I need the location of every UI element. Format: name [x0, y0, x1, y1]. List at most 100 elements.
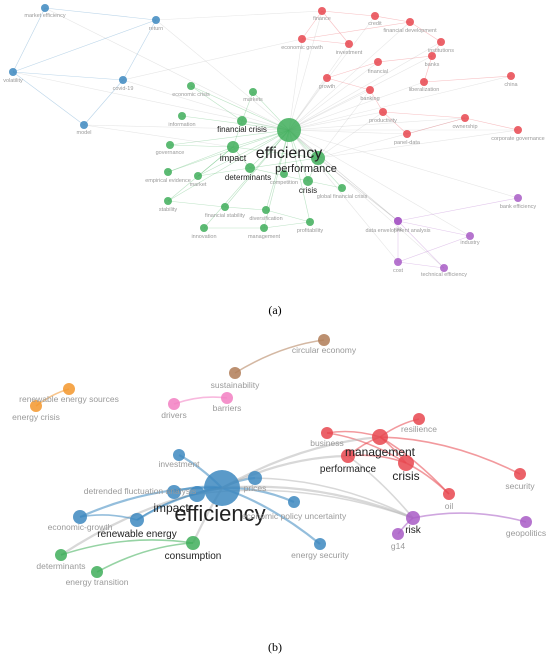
edge-determinants-crisis: [249, 167, 309, 182]
label-global-financial-crisis: global financial crisis: [317, 194, 368, 200]
edge-industry-cost: [397, 235, 471, 263]
edge-efficiency-data_envelopment_analysis: [288, 129, 399, 222]
edge-efficiency-innovation: [203, 129, 290, 229]
label-market: market: [190, 182, 207, 188]
node-corporate-governance: [514, 126, 522, 134]
node-data-envelopment-analysis: [394, 217, 402, 225]
label-prices: prices: [244, 483, 267, 493]
edge-cost-technical_efficiency: [397, 261, 445, 269]
label-business: business: [310, 438, 344, 448]
edge-ownership-corporate_governance: [464, 117, 519, 131]
label-stability: stability: [159, 207, 178, 213]
node-performance: [341, 449, 355, 463]
node-ownership: [461, 114, 469, 122]
label-efficiency: efficiency: [174, 501, 265, 526]
node-economic-growth: [298, 35, 306, 43]
edge-efficiency-institutions: [288, 41, 442, 131]
label-bank-efficiency: bank efficiency: [500, 204, 537, 210]
edge-efficiency-bank_efficiency: [288, 129, 519, 199]
node-market: [194, 172, 202, 180]
label-governance: governance: [156, 150, 185, 156]
edge-performance-risk: [317, 157, 399, 222]
label-panel-data: panel-data: [394, 140, 421, 146]
node-detrended: [167, 485, 181, 499]
node-covid19: [119, 76, 127, 84]
node-renewable-energy-sources: [63, 383, 75, 395]
node-investment: [345, 40, 353, 48]
node-drivers: [168, 398, 180, 410]
edge-financial-banks: [377, 55, 433, 63]
label-impact: impact: [220, 153, 247, 163]
label-profitability: profitability: [297, 228, 324, 234]
edge-market_efficiency-volatility: [12, 7, 46, 73]
edge-crisis-global_financial_crisis: [307, 180, 343, 189]
edge-model-impact: [83, 124, 234, 148]
node-epu: [288, 496, 300, 508]
edge-performance-impact: [232, 146, 319, 159]
node-efficiency: [277, 118, 301, 142]
caption-b: (b): [268, 640, 282, 654]
label-geopolitics: geopolitics: [506, 528, 546, 538]
node-empirical-evidence: [164, 168, 172, 176]
edge-efficiency-financial_stability: [224, 129, 290, 208]
node-determinants: [55, 549, 67, 561]
edge-efficiency-industry: [288, 129, 471, 237]
node-institutions: [437, 38, 445, 46]
node-innovation: [200, 224, 208, 232]
edge-management-profitability: [263, 221, 311, 229]
label-industry: industry: [460, 240, 480, 246]
label-renewable-energy-sources: renewable energy sources: [19, 394, 119, 404]
node-consumption: [186, 536, 200, 550]
edge-efficiency-cost: [288, 129, 399, 263]
node-china: [507, 72, 515, 80]
edge-efficiency-economic_crisis: [190, 85, 290, 131]
label-crisis: crisis: [299, 186, 317, 195]
edge-liberalization-china: [423, 75, 512, 83]
label-economic-growth: economic growth: [281, 45, 323, 51]
node-market-efficiency: [41, 4, 49, 12]
edge-market_efficiency-return: [44, 7, 157, 21]
node-security: [514, 468, 526, 480]
edge-efficiency-diversification: [265, 129, 290, 211]
edge-efficiency-financial_development: [288, 21, 411, 131]
node-liberalization: [420, 78, 428, 86]
node-industry: [466, 232, 474, 240]
node-energy-transition: [91, 566, 103, 578]
label-corporate-governance: corporate governance: [491, 136, 545, 142]
label-financial-development: financial development: [383, 28, 437, 34]
node-economic-crisis: [187, 82, 195, 90]
node-profitability: [306, 218, 314, 226]
edge-efficiency-risk: [221, 485, 414, 520]
label-performance: performance: [275, 163, 337, 175]
label-energy-crisis: energy crisis: [12, 412, 60, 422]
label-crisis: crisis: [392, 469, 419, 483]
node-volatility: [9, 68, 17, 76]
node-markets: [249, 88, 257, 96]
label-circular-economy: circular economy: [292, 345, 357, 355]
node-stability: [164, 197, 172, 205]
node-prices: [248, 471, 262, 485]
edge-sustainability-circular_economy: [234, 339, 325, 374]
panel-b-network: circular economy sustainability renewable …: [12, 334, 546, 587]
label-impact: impact: [153, 501, 189, 515]
edge-impact-empirical_evidence: [167, 146, 234, 173]
label-performance: performance: [320, 464, 377, 475]
node-geopolitics: [520, 516, 532, 528]
label-growth: growth: [319, 84, 336, 90]
edge-financial_crisis-economic_crisis: [190, 85, 243, 122]
label-detrended: detrended fluctuation analysis: [84, 486, 196, 496]
node-economic-growth: [73, 510, 87, 524]
edge-risk-bank_efficiency: [397, 197, 519, 222]
label-financial: financial: [368, 69, 388, 75]
label-banks: banks: [425, 62, 440, 68]
edge-consumption-energy_transition: [96, 542, 194, 573]
node-information: [178, 112, 186, 120]
edge-financial_development-economic_growth: [301, 21, 411, 40]
label-cost: cost: [393, 268, 404, 274]
edge-efficiency-economic_growth: [288, 38, 303, 131]
node-bank-efficiency: [514, 194, 522, 202]
node-competition: [280, 170, 288, 178]
node-impact: [189, 486, 205, 502]
node-technical-efficiency: [440, 264, 448, 272]
